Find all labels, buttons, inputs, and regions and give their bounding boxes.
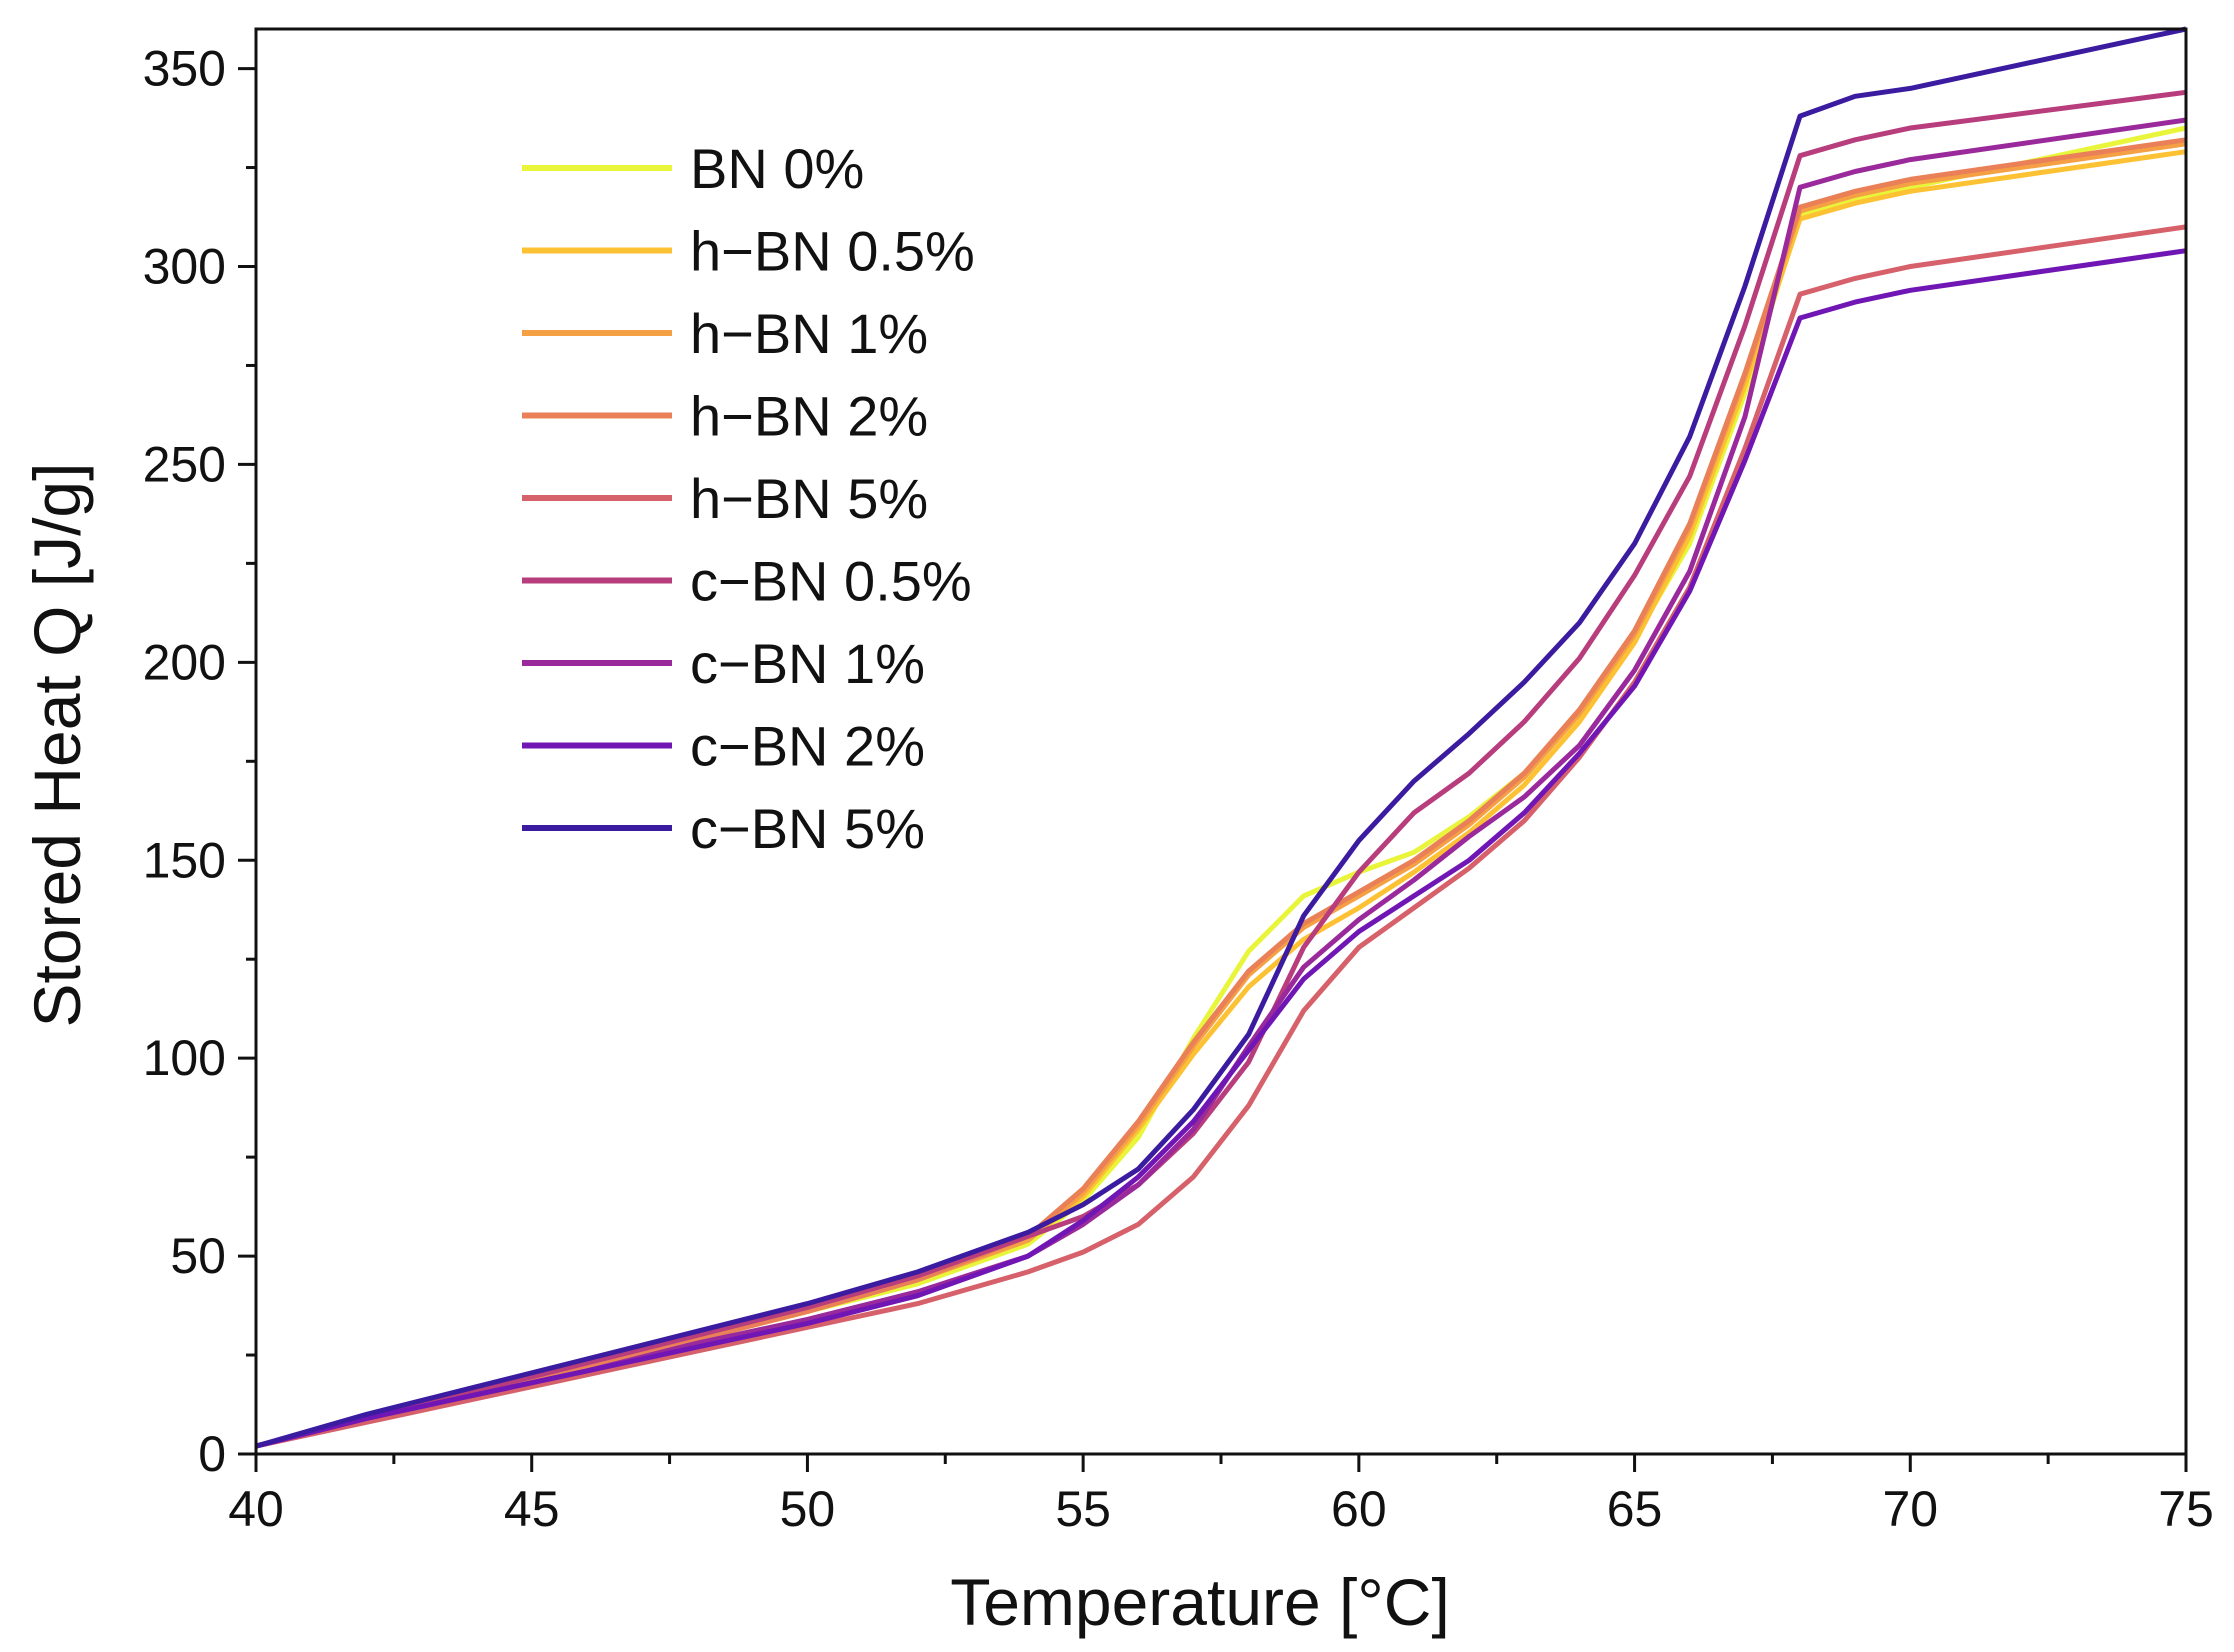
y-tick-label: 0: [198, 1426, 226, 1482]
y-tick-label: 250: [143, 436, 226, 492]
legend-label-2: h−BN 1%: [690, 302, 928, 365]
y-tick-label: 100: [143, 1030, 226, 1086]
x-tick-label: 60: [1331, 1481, 1387, 1537]
series-line-8: [255, 26, 2187, 1449]
y-axis-title: Stored Heat Q [J/g]: [20, 463, 94, 1028]
series-line-5: [255, 89, 2187, 1449]
axes: 40 45 50 55 60 65 70 75 0 50 100 150 200 250 300 350: [143, 27, 2214, 1537]
legend-label-6: c−BN 1%: [690, 632, 925, 695]
series-line-6: [255, 117, 2187, 1449]
series-line-2: [255, 141, 2187, 1449]
series-line-1: [255, 149, 2187, 1449]
x-tick-label: 45: [504, 1481, 560, 1537]
y-tick-label: 350: [143, 41, 226, 97]
legend-label-1: h−BN 0.5%: [690, 220, 975, 283]
y-tick-label: 50: [170, 1228, 226, 1284]
legend-label-4: h−BN 5%: [690, 467, 928, 530]
x-tick-label: 75: [2158, 1481, 2214, 1537]
series-line-3: [255, 137, 2187, 1449]
legend-label-7: c−BN 2%: [690, 715, 925, 778]
series-line-7: [255, 248, 2187, 1449]
series-lines: [255, 26, 2187, 1449]
x-tick-label: 70: [1882, 1481, 1938, 1537]
legend-label-8: c−BN 5%: [690, 797, 925, 860]
series-line-0: [255, 125, 2187, 1449]
x-tick-label: 65: [1607, 1481, 1663, 1537]
x-axis-title: Temperature [°C]: [950, 1565, 1450, 1639]
legend-label-5: c−BN 0.5%: [690, 550, 972, 613]
plot-frame: [254, 27, 2188, 1456]
legend-label-3: h−BN 2%: [690, 385, 928, 448]
y-tick-label: 300: [143, 239, 226, 295]
x-tick-label: 55: [1055, 1481, 1111, 1537]
x-tick-label: 40: [228, 1481, 284, 1537]
legend-label-0: BN 0%: [690, 137, 864, 200]
y-tick-label: 150: [143, 832, 226, 888]
x-tick-label: 50: [780, 1481, 836, 1537]
legend: BN 0% h−BN 0.5% h−BN 1% h−BN 2% h−BN 5% c−BN …: [522, 137, 975, 860]
series-line-4: [255, 224, 2187, 1449]
y-tick-label: 200: [143, 634, 226, 690]
